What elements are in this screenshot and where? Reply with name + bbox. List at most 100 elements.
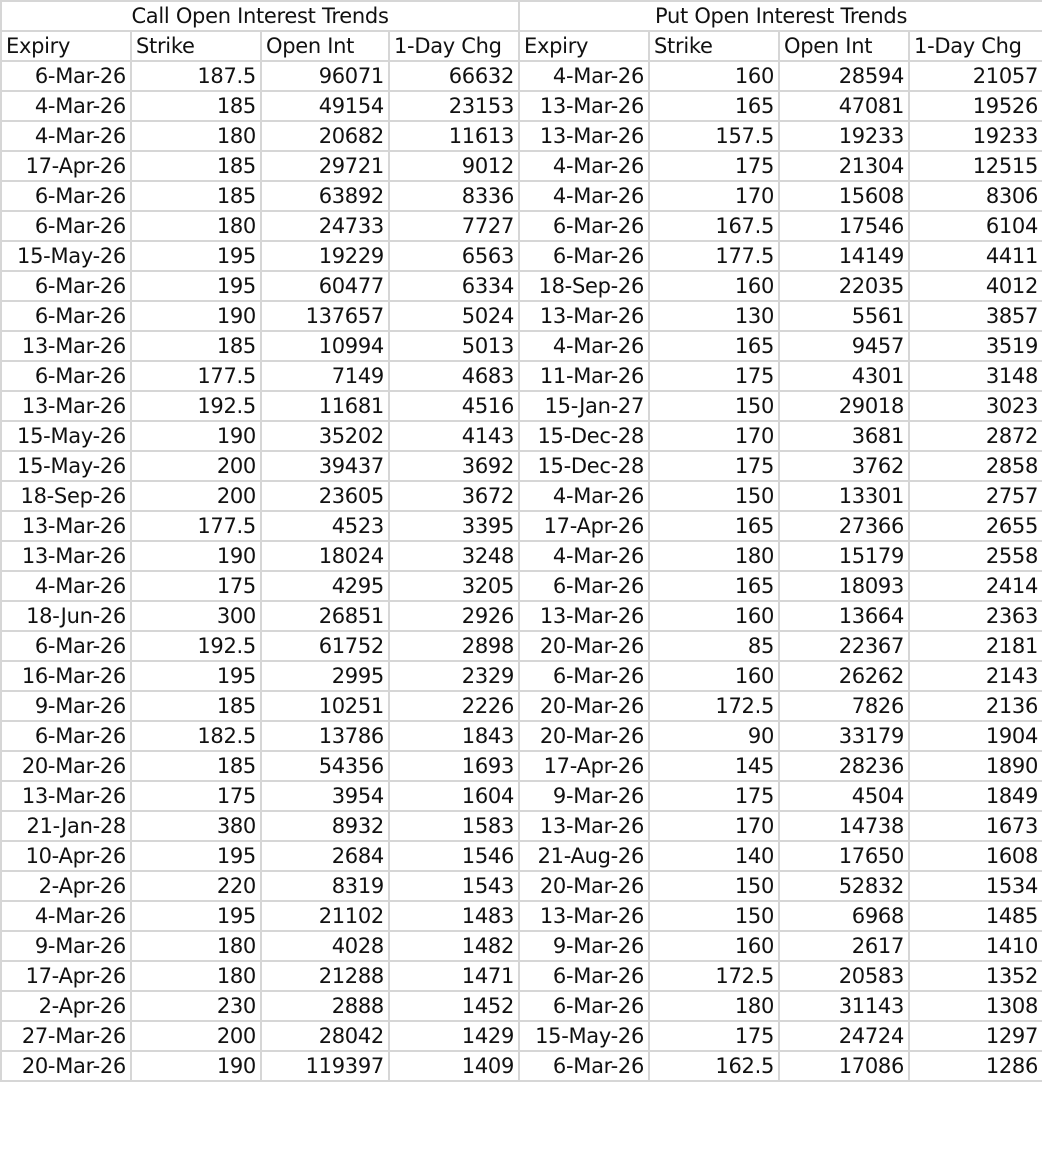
put-cell-1-day-chg[interactable]: 1297: [908, 1020, 1042, 1052]
put-cell-1-day-chg[interactable]: 2655: [908, 510, 1042, 542]
put-cell-expiry[interactable]: 6-Mar-26: [518, 960, 651, 992]
call-cell-open-int[interactable]: 2995: [260, 660, 390, 692]
call-cell-1-day-chg[interactable]: 6563: [387, 240, 521, 272]
put-cell-expiry[interactable]: 20-Mar-26: [518, 870, 651, 902]
call-cell-open-int[interactable]: 4295: [260, 570, 390, 602]
call-cell-1-day-chg[interactable]: 3395: [387, 510, 521, 542]
put-cell-open-int[interactable]: 14149: [778, 240, 911, 272]
put-cell-open-int[interactable]: 9457: [778, 330, 911, 362]
call-cell-strike[interactable]: 177.5: [130, 510, 262, 542]
call-cell-1-day-chg[interactable]: 1409: [387, 1050, 521, 1082]
call-cell-1-day-chg[interactable]: 1452: [387, 990, 521, 1022]
call-header-1-day-chg[interactable]: 1-Day Chg: [387, 30, 521, 62]
call-cell-open-int[interactable]: 8932: [260, 810, 390, 842]
call-cell-open-int[interactable]: 21288: [260, 960, 390, 992]
call-cell-open-int[interactable]: 63892: [260, 180, 390, 212]
call-cell-open-int[interactable]: 4523: [260, 510, 390, 542]
call-cell-strike[interactable]: 190: [130, 420, 262, 452]
call-cell-expiry[interactable]: 2-Apr-26: [0, 990, 132, 1022]
call-cell-expiry[interactable]: 6-Mar-26: [0, 210, 132, 242]
put-cell-open-int[interactable]: 26262: [778, 660, 911, 692]
put-cell-expiry[interactable]: 13-Mar-26: [518, 810, 651, 842]
put-cell-open-int[interactable]: 52832: [778, 870, 911, 902]
put-cell-1-day-chg[interactable]: 1849: [908, 780, 1042, 812]
put-cell-strike[interactable]: 150: [648, 390, 781, 422]
put-cell-expiry[interactable]: 17-Apr-26: [518, 510, 651, 542]
call-cell-1-day-chg[interactable]: 1483: [387, 900, 521, 932]
call-cell-expiry[interactable]: 15-May-26: [0, 420, 132, 452]
put-cell-strike[interactable]: 165: [648, 90, 781, 122]
put-cell-1-day-chg[interactable]: 1890: [908, 750, 1042, 782]
call-cell-expiry[interactable]: 2-Apr-26: [0, 870, 132, 902]
put-cell-strike[interactable]: 150: [648, 900, 781, 932]
call-cell-1-day-chg[interactable]: 3692: [387, 450, 521, 482]
put-cell-strike[interactable]: 165: [648, 330, 781, 362]
call-cell-expiry[interactable]: 20-Mar-26: [0, 750, 132, 782]
call-cell-strike[interactable]: 220: [130, 870, 262, 902]
put-cell-strike[interactable]: 180: [648, 540, 781, 572]
put-cell-1-day-chg[interactable]: 4411: [908, 240, 1042, 272]
call-cell-strike[interactable]: 200: [130, 450, 262, 482]
put-cell-open-int[interactable]: 20583: [778, 960, 911, 992]
put-cell-open-int[interactable]: 13664: [778, 600, 911, 632]
put-cell-open-int[interactable]: 17086: [778, 1050, 911, 1082]
call-cell-expiry[interactable]: 6-Mar-26: [0, 270, 132, 302]
call-cell-1-day-chg[interactable]: 8336: [387, 180, 521, 212]
call-cell-strike[interactable]: 300: [130, 600, 262, 632]
call-cell-1-day-chg[interactable]: 4143: [387, 420, 521, 452]
call-cell-expiry[interactable]: 6-Mar-26: [0, 720, 132, 752]
put-cell-expiry[interactable]: 18-Sep-26: [518, 270, 651, 302]
call-cell-strike[interactable]: 195: [130, 240, 262, 272]
put-cell-open-int[interactable]: 13301: [778, 480, 911, 512]
call-cell-strike[interactable]: 185: [130, 180, 262, 212]
put-cell-open-int[interactable]: 17546: [778, 210, 911, 242]
put-cell-strike[interactable]: 160: [648, 660, 781, 692]
put-cell-expiry[interactable]: 13-Mar-26: [518, 900, 651, 932]
call-cell-expiry[interactable]: 6-Mar-26: [0, 630, 132, 662]
put-cell-strike[interactable]: 175: [648, 150, 781, 182]
put-cell-expiry[interactable]: 6-Mar-26: [518, 660, 651, 692]
put-cell-1-day-chg[interactable]: 1410: [908, 930, 1042, 962]
call-cell-strike[interactable]: 380: [130, 810, 262, 842]
put-cell-open-int[interactable]: 4301: [778, 360, 911, 392]
call-cell-1-day-chg[interactable]: 3672: [387, 480, 521, 512]
call-cell-1-day-chg[interactable]: 11613: [387, 120, 521, 152]
put-cell-open-int[interactable]: 4504: [778, 780, 911, 812]
call-cell-strike[interactable]: 195: [130, 660, 262, 692]
call-cell-1-day-chg[interactable]: 1583: [387, 810, 521, 842]
put-cell-1-day-chg[interactable]: 3148: [908, 360, 1042, 392]
put-cell-strike[interactable]: 170: [648, 810, 781, 842]
put-cell-open-int[interactable]: 28594: [778, 60, 911, 92]
put-cell-strike[interactable]: 177.5: [648, 240, 781, 272]
put-cell-1-day-chg[interactable]: 8306: [908, 180, 1042, 212]
put-cell-open-int[interactable]: 47081: [778, 90, 911, 122]
put-cell-open-int[interactable]: 29018: [778, 390, 911, 422]
put-cell-expiry[interactable]: 9-Mar-26: [518, 780, 651, 812]
put-header-strike[interactable]: Strike: [648, 30, 781, 62]
call-cell-1-day-chg[interactable]: 5013: [387, 330, 521, 362]
call-cell-open-int[interactable]: 96071: [260, 60, 390, 92]
call-cell-expiry[interactable]: 13-Mar-26: [0, 540, 132, 572]
call-cell-expiry[interactable]: 9-Mar-26: [0, 690, 132, 722]
call-header-open-int[interactable]: Open Int: [260, 30, 390, 62]
call-cell-1-day-chg[interactable]: 5024: [387, 300, 521, 332]
call-cell-expiry[interactable]: 6-Mar-26: [0, 360, 132, 392]
call-cell-strike[interactable]: 180: [130, 960, 262, 992]
put-cell-1-day-chg[interactable]: 4012: [908, 270, 1042, 302]
call-cell-1-day-chg[interactable]: 66632: [387, 60, 521, 92]
call-cell-1-day-chg[interactable]: 2226: [387, 690, 521, 722]
call-cell-open-int[interactable]: 26851: [260, 600, 390, 632]
call-cell-expiry[interactable]: 9-Mar-26: [0, 930, 132, 962]
put-cell-expiry[interactable]: 11-Mar-26: [518, 360, 651, 392]
call-cell-open-int[interactable]: 7149: [260, 360, 390, 392]
call-cell-open-int[interactable]: 61752: [260, 630, 390, 662]
put-cell-strike[interactable]: 170: [648, 180, 781, 212]
call-cell-expiry[interactable]: 4-Mar-26: [0, 120, 132, 152]
call-cell-1-day-chg[interactable]: 9012: [387, 150, 521, 182]
call-cell-expiry[interactable]: 16-Mar-26: [0, 660, 132, 692]
put-cell-expiry[interactable]: 9-Mar-26: [518, 930, 651, 962]
put-cell-1-day-chg[interactable]: 2143: [908, 660, 1042, 692]
call-cell-expiry[interactable]: 4-Mar-26: [0, 570, 132, 602]
put-cell-1-day-chg[interactable]: 19526: [908, 90, 1042, 122]
put-cell-open-int[interactable]: 21304: [778, 150, 911, 182]
